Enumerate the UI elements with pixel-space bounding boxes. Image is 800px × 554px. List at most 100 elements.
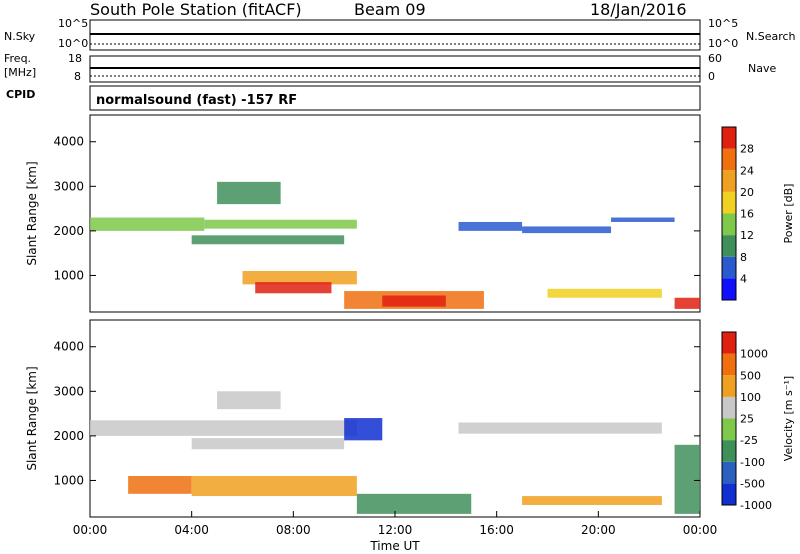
y-axis-label: Slant Range [km] [25,161,39,265]
data-region [674,297,700,309]
colorbar-tick-label: 100 [740,391,761,404]
colorbar-segment [722,278,736,300]
colorbar-segment [722,375,736,397]
colorbar-tick-label: 8 [740,251,747,264]
colorbar-segment [722,396,736,419]
x-tick-label: 04:00 [174,523,209,537]
colorbar-tick-label: -1000 [740,499,772,512]
cpid-label: CPID [6,88,36,101]
data-region [191,475,357,497]
date-label: 18/Jan/2016 [590,0,687,19]
chart-title: South Pole Station (fitACF) [90,0,302,19]
y-tick-label: 1000 [53,473,84,487]
colorbar-tick-label: -500 [740,477,765,490]
colorbar-segment [722,235,736,257]
data-region [90,420,357,436]
time-axis: 00:00 04:00 08:00 12:00 16:00 20:00 00:00 Time … [73,511,718,553]
y-tick-label: 1000 [53,268,84,282]
colorbar-tick-label: -100 [740,456,765,469]
colorbar-segment [722,256,736,279]
plot-frame [89,114,701,313]
y-tick-label: 3000 [53,384,84,398]
nsearch-label: N.Search [746,30,796,43]
x-tick-label: 12:00 [378,523,413,537]
freq-panel [89,55,701,83]
y-tick-label: 3000 [53,179,84,193]
nsearch-scale-lo: 10^0 [708,37,739,50]
colorbar-tick-label: 4 [740,272,747,285]
data-region [522,226,612,234]
data-region [204,219,357,229]
freq-unit-label: [MHz] [4,66,37,79]
data-region [611,217,675,222]
colorbar-segment [722,332,736,354]
data-region [128,475,192,494]
data-region [191,235,345,245]
colorbar-frame [721,331,737,506]
x-axis-label: Time UT [369,539,420,553]
velocity-panel: 1000 2000 3000 4000 Slant Range [km] 1000 500 1… [25,319,795,518]
colorbar-label: Velocity [m s⁻¹] [782,376,795,461]
data-region [217,391,281,410]
data-region [344,418,383,441]
colorbar-segment [722,213,736,236]
data-region [547,288,662,298]
colorbar-tick-label: 500 [740,369,761,382]
nave-label: Nave [748,62,777,75]
colorbar-frame [721,126,737,301]
nsky-label: N.Sky [4,30,36,43]
data-region [90,217,205,231]
data-region [191,438,345,450]
colorbar-tick-label: 20 [740,186,754,199]
y-tick-label: 4000 [53,135,84,149]
power-panel: 1000 2000 3000 4000 Slant Range [km] 4 8 12 16 20… [25,114,795,313]
nsearch-scale-hi: 10^5 [708,17,739,30]
data-region [255,282,332,294]
data-region [674,444,700,514]
y-tick-label: 4000 [53,340,84,354]
data-region [382,295,446,307]
colorbar-tick-label: 16 [740,208,754,221]
x-tick-label: 08:00 [276,523,311,537]
colorbar-label: Power [dB] [782,184,795,244]
colorbar-tick-label: 1000 [740,348,768,361]
x-tick-label: 00:00 [683,523,718,537]
noise-panel [89,19,701,51]
colorbar-segment [722,148,736,171]
x-tick-label: 00:00 [73,523,108,537]
colorbar-tick-label: 12 [740,229,754,242]
colorbar-segment [722,418,736,441]
nsky-scale-lo: 10^0 [58,37,89,50]
colorbar-segment [722,191,736,214]
colorbar-segment [722,127,736,149]
colorbar-segment [722,461,736,484]
data-region [217,181,281,205]
colorbar-segment [722,483,736,505]
colorbar-tick-label: 25 [740,413,754,426]
mode-text: normalsound (fast) -157 RF [96,93,297,108]
colorbar-tick-label: 24 [740,164,754,177]
x-tick-label: 20:00 [581,523,616,537]
data-region [522,496,662,505]
data-region [356,493,472,514]
x-tick-label: 16:00 [479,523,514,537]
data-region [458,422,662,434]
colorbar-segment [722,440,736,462]
freq-scale-hi: 18 [68,52,82,65]
colorbar-tick-label: 28 [740,143,754,156]
data-region [458,221,523,231]
beam-label: Beam 09 [354,0,426,19]
freq-scale-lo: 8 [74,70,81,83]
colorbar-segment [722,170,736,192]
colorbar-tick-label: -25 [740,434,758,447]
colorbar-segment [722,353,736,376]
nave-scale-lo: 0 [708,70,715,83]
nave-scale-hi: 60 [708,52,722,65]
freq-label: Freq. [4,52,32,65]
cpid-panel: normalsound (fast) -157 RF [89,85,701,111]
y-axis-label: Slant Range [km] [25,366,39,470]
y-tick-label: 2000 [53,429,84,443]
nsky-scale-hi: 10^5 [58,17,89,30]
data-region [242,270,357,285]
